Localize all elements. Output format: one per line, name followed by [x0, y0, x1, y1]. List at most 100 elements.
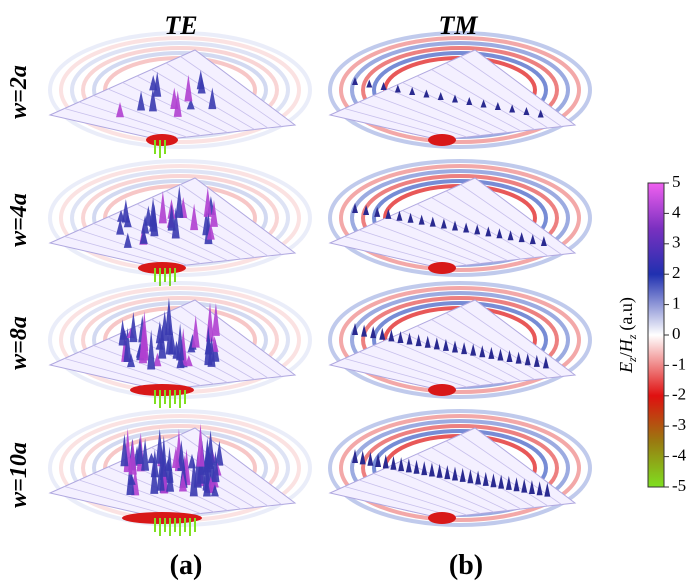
field-peak [147, 329, 156, 370]
edge-peak [470, 343, 477, 356]
edge-peak [406, 332, 413, 345]
field-peak [153, 352, 162, 367]
field-peak [158, 190, 167, 224]
ripple [328, 281, 592, 399]
edge-peak [482, 471, 489, 486]
field-plot [48, 281, 312, 408]
lattice-line [180, 56, 282, 127]
edge-peak [475, 470, 482, 485]
edge-peak [507, 230, 514, 241]
edge-peak [497, 348, 504, 361]
edge-peak [363, 204, 370, 215]
lattice-line [402, 460, 508, 511]
lattice-line [358, 351, 468, 388]
edge-peak [415, 334, 422, 347]
field-peak [171, 207, 180, 239]
edge-peak [498, 474, 505, 489]
field-peak [116, 219, 125, 235]
edge-peak [352, 77, 358, 85]
field-peak [164, 458, 173, 471]
edge-peak [397, 330, 404, 343]
ripple [339, 36, 581, 144]
lattice-line [78, 101, 188, 138]
field-peak [202, 454, 211, 491]
lattice-line [78, 479, 188, 516]
lattice-line [460, 434, 562, 505]
ripple [328, 159, 592, 277]
lattice-line [445, 190, 549, 257]
lattice-line [402, 82, 508, 133]
panel-label: (b) [449, 550, 483, 581]
field-plot [328, 281, 592, 399]
edge-peak [390, 455, 397, 470]
edge-peak [405, 458, 412, 473]
lattice-line [373, 95, 481, 136]
field-peak [129, 311, 138, 343]
defect-field [428, 512, 456, 524]
field-peak [193, 451, 202, 488]
lattice-line [460, 56, 562, 127]
tick-label: 4 [672, 202, 681, 221]
field-peak [209, 199, 218, 227]
field-peak [117, 209, 126, 222]
field-peak [177, 439, 186, 471]
field-peak [176, 323, 185, 361]
edge-peak [367, 451, 374, 466]
defect-field [138, 262, 186, 274]
lattice-line [93, 95, 201, 136]
edge-peak [540, 236, 547, 247]
lattice-line [64, 358, 174, 389]
edge-peak [388, 329, 395, 342]
lattice-line [344, 236, 454, 267]
edge-peak [424, 335, 431, 348]
lattice-line [151, 197, 255, 258]
lattice-line [431, 69, 535, 130]
tick-label: -4 [672, 446, 687, 465]
edge-peak [374, 206, 381, 217]
field-peak [139, 228, 148, 244]
edge-peak [437, 92, 444, 100]
field-plot [328, 409, 592, 527]
lattice-line [93, 473, 201, 514]
label-part: E [616, 362, 636, 374]
field-peak [137, 90, 146, 111]
lattice-line [64, 108, 174, 139]
lattice-line [387, 88, 495, 135]
lattice-line [64, 486, 174, 517]
ripple [328, 31, 592, 149]
field-peak [149, 197, 158, 227]
field-peak [149, 74, 158, 91]
label-part: (a.u) [616, 297, 637, 330]
field-peak [139, 324, 148, 364]
lattice-line [165, 62, 269, 129]
defect-field [130, 384, 194, 396]
lattice-line [431, 197, 535, 258]
edge-peak [533, 354, 540, 367]
edge-peak [480, 99, 487, 108]
field-peak [202, 476, 211, 497]
edge-peak [398, 457, 405, 472]
lattice-line [387, 216, 495, 263]
edge-peak [352, 449, 358, 463]
edge-peak [494, 102, 501, 110]
edge-peak [380, 82, 387, 90]
tick-label: 1 [672, 294, 681, 313]
field-peak [164, 297, 173, 336]
lattice-line [180, 306, 282, 377]
edge-peak [485, 226, 492, 237]
lattice-line [344, 108, 454, 139]
lattice-line [151, 69, 255, 130]
edge-peak [366, 79, 373, 88]
field-plot [48, 31, 312, 158]
field-peak [166, 466, 175, 492]
tick-label: 2 [672, 263, 681, 282]
label-part: z [625, 334, 639, 340]
defect-field [146, 134, 178, 146]
tick-label: -5 [672, 476, 686, 495]
edge-peak [521, 478, 528, 493]
lattice-line [93, 345, 201, 386]
field-peak [120, 433, 129, 467]
lattice-line [78, 351, 188, 388]
ripple [339, 414, 581, 522]
